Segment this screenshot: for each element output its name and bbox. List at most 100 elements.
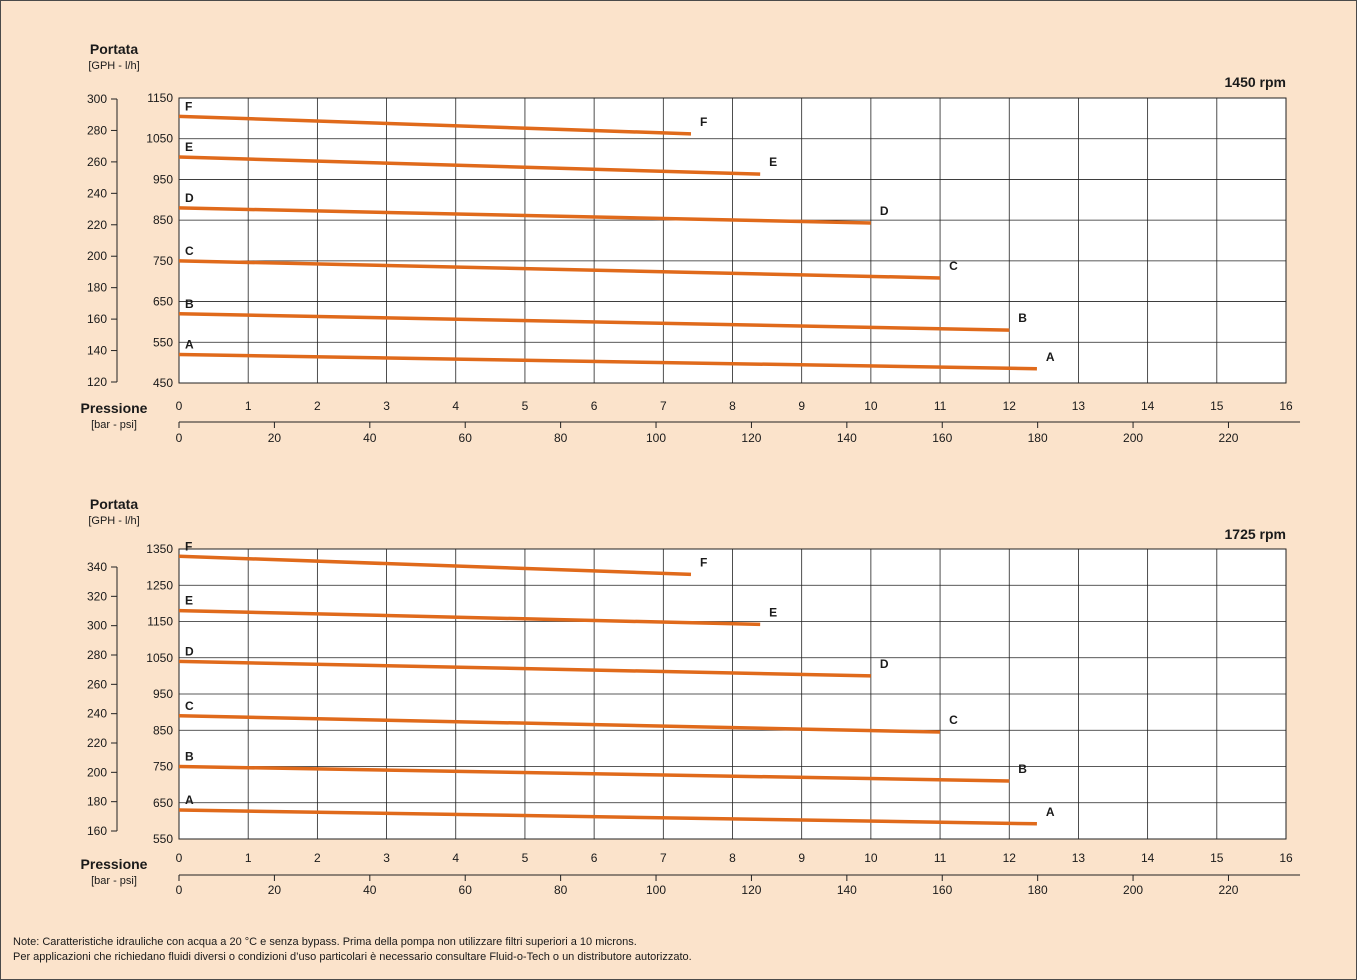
x-bar-tick-label: 2 (314, 851, 321, 865)
x-psi-tick-label: 0 (176, 431, 183, 445)
y-gph-tick-label: 240 (87, 707, 107, 721)
x-bar-tick-label: 16 (1279, 851, 1293, 865)
y-gph-tick-label: 300 (87, 92, 107, 106)
x-bar-tick-label: 12 (1003, 851, 1017, 865)
x-psi-tick-label: 180 (1028, 883, 1048, 897)
y-lh-tick-label: 1250 (146, 578, 173, 592)
chart-title: 1450 rpm (1225, 74, 1286, 90)
y-gph-tick-label: 280 (87, 123, 107, 137)
series-line-F (178, 554, 692, 577)
y-lh-tick-label: 750 (153, 254, 173, 268)
series-line-D (178, 206, 871, 225)
series-label-end-E: E (769, 155, 777, 169)
y-gph-tick-label: 140 (87, 344, 107, 358)
y-lh-tick-label: 1150 (147, 615, 173, 629)
x-bar-tick-label: 15 (1210, 399, 1224, 413)
y-gph-tick-label: 340 (87, 560, 107, 574)
x-bar-tick-label: 4 (452, 851, 459, 865)
x-axis-unit: [bar - psi] (91, 875, 137, 887)
chart-title: 1725 rpm (1225, 526, 1286, 542)
x-bar-tick-label: 6 (591, 399, 598, 413)
series-label-end-C: C (949, 713, 958, 727)
x-bar-tick-label: 0 (176, 399, 183, 413)
series-line-E (178, 155, 761, 176)
x-psi-tick-label: 220 (1218, 883, 1238, 897)
series-label-start-D: D (185, 191, 194, 205)
y-lh-tick-label: 750 (153, 760, 173, 774)
y-gph-tick-label: 160 (87, 312, 107, 326)
x-bar-tick-label: 0 (176, 851, 183, 865)
y-lh-tick-label: 1350 (146, 542, 173, 556)
y-gph-tick-label: 200 (87, 249, 107, 263)
y-gph-tick-label: 300 (87, 619, 107, 633)
x-psi-tick-label: 200 (1123, 883, 1143, 897)
y-axis-title: Portata (90, 496, 138, 512)
x-axis-title: Pressione (81, 856, 148, 872)
series-line-B (178, 764, 1010, 783)
y-lh-tick-label: 850 (153, 723, 173, 737)
y-gph-tick-label: 260 (87, 677, 107, 691)
x-axis-title: Pressione (81, 400, 148, 416)
x-psi-tick-label: 20 (268, 883, 282, 897)
y-lh-tick-label: 650 (153, 796, 173, 810)
note-line-2: Per applicazioni che richiedano fluidi d… (13, 951, 692, 963)
x-psi-tick-label: 60 (459, 883, 473, 897)
series-label-start-F: F (185, 539, 192, 553)
series-label-start-F: F (185, 99, 192, 113)
series-label-end-B: B (1018, 762, 1027, 776)
series-label-start-C: C (185, 244, 194, 258)
x-bar-tick-label: 11 (934, 851, 947, 865)
x-psi-tick-label: 160 (932, 883, 952, 897)
y-lh-tick-label: 550 (153, 335, 173, 349)
x-bar-tick-label: 8 (729, 851, 736, 865)
series-label-start-C: C (185, 699, 194, 713)
y-gph-tick-label: 120 (87, 375, 107, 389)
x-psi-tick-label: 120 (741, 883, 761, 897)
y-lh-tick-label: 950 (153, 687, 173, 701)
chart-0: 4505506507508509501050115012014016018020… (81, 41, 1301, 445)
x-bar-tick-label: 15 (1210, 851, 1224, 865)
y-gph-tick-label: 220 (87, 736, 107, 750)
x-bar-tick-label: 7 (660, 851, 667, 865)
series-label-end-F: F (700, 115, 707, 129)
series-line-B (178, 312, 1010, 332)
x-psi-tick-label: 80 (554, 431, 568, 445)
x-bar-tick-label: 1 (245, 851, 252, 865)
y-lh-tick-label: 1150 (147, 91, 173, 105)
x-psi-tick-label: 200 (1123, 431, 1143, 445)
series-label-start-A: A (185, 338, 194, 352)
y-axis-unit: [GPH - l/h] (88, 515, 139, 527)
series-line-D (178, 659, 871, 678)
series-label-end-B: B (1018, 311, 1027, 325)
x-bar-tick-label: 7 (660, 399, 667, 413)
y-gph-tick-label: 180 (87, 795, 107, 809)
x-psi-tick-label: 160 (932, 431, 952, 445)
x-bar-tick-label: 10 (864, 851, 878, 865)
x-bar-tick-label: 2 (314, 399, 321, 413)
y-axis-unit: [GPH - l/h] (88, 60, 139, 72)
y-axis-title: Portata (90, 41, 138, 57)
series-label-start-B: B (185, 750, 194, 764)
y-lh-tick-label: 850 (153, 213, 173, 227)
x-bar-tick-label: 16 (1279, 399, 1293, 413)
x-bar-tick-label: 10 (864, 399, 878, 413)
x-psi-tick-label: 100 (646, 431, 666, 445)
series-line-F (178, 114, 692, 136)
x-psi-tick-label: 220 (1218, 431, 1238, 445)
y-gph-tick-label: 220 (87, 218, 107, 232)
x-bar-tick-label: 9 (798, 851, 805, 865)
y-gph-tick-label: 280 (87, 648, 107, 662)
chart-1: 5506507508509501050115012501350160180200… (81, 496, 1301, 897)
x-bar-tick-label: 5 (522, 399, 529, 413)
x-psi-tick-label: 140 (837, 431, 857, 445)
y-lh-tick-label: 1050 (146, 651, 173, 665)
x-bar-tick-label: 4 (452, 399, 459, 413)
series-label-start-D: D (185, 644, 194, 658)
series-label-end-F: F (700, 555, 707, 569)
x-bar-tick-label: 11 (934, 399, 947, 413)
series-label-start-B: B (185, 297, 194, 311)
x-bar-tick-label: 3 (383, 399, 390, 413)
x-bar-tick-label: 14 (1141, 851, 1155, 865)
